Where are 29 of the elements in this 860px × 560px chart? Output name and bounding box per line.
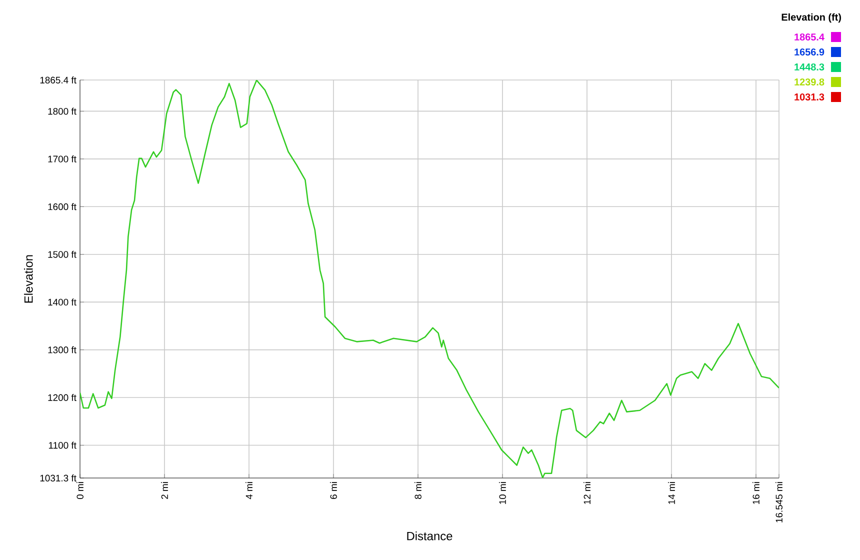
y-tick-label: 1500 ft xyxy=(48,250,76,258)
y-axis-title: Elevation xyxy=(24,255,33,303)
x-tick-label: 6 mi xyxy=(330,482,337,499)
y-tick-label: 1200 ft xyxy=(48,394,76,401)
text: 1656.9 xyxy=(794,48,824,56)
y-tick-label: 1300 ft xyxy=(48,346,76,354)
x-tick-label: 14 mi xyxy=(668,482,675,504)
y-tick-label: 1600 ft xyxy=(48,203,76,210)
text: 1865.4 xyxy=(794,33,824,41)
y-tick-label: 1800 ft xyxy=(48,108,76,115)
y-tick-label: 1400 ft xyxy=(48,298,76,306)
text: 1239.8 xyxy=(794,78,824,86)
text: 1031.3 xyxy=(794,93,824,101)
x-tick-label: 4 mi xyxy=(246,482,252,500)
x-tick-label: 16.545 mi xyxy=(776,482,782,522)
y-tick-label: 1865.4 ft xyxy=(40,76,76,84)
x-tick-label: 12 mi xyxy=(584,482,590,504)
x-tick-label: 2 mi xyxy=(161,482,168,499)
text: Elevation (ft) xyxy=(782,13,841,23)
y-tick-label: 1700 ft xyxy=(48,155,76,162)
x-tick-label: 16 mi xyxy=(752,482,760,504)
text: 1448.3 xyxy=(794,63,824,71)
x-tick-label: 10 mi xyxy=(499,482,506,504)
x-tick-label: 0 mi xyxy=(76,482,84,500)
y-tick-label: 1031.3 ft xyxy=(40,474,76,482)
x-tick-label: 8 mi xyxy=(414,482,422,499)
line-series xyxy=(80,80,780,478)
x-axis-title: Distance xyxy=(407,532,452,540)
y-tick-label: 1100 ft xyxy=(48,442,76,449)
